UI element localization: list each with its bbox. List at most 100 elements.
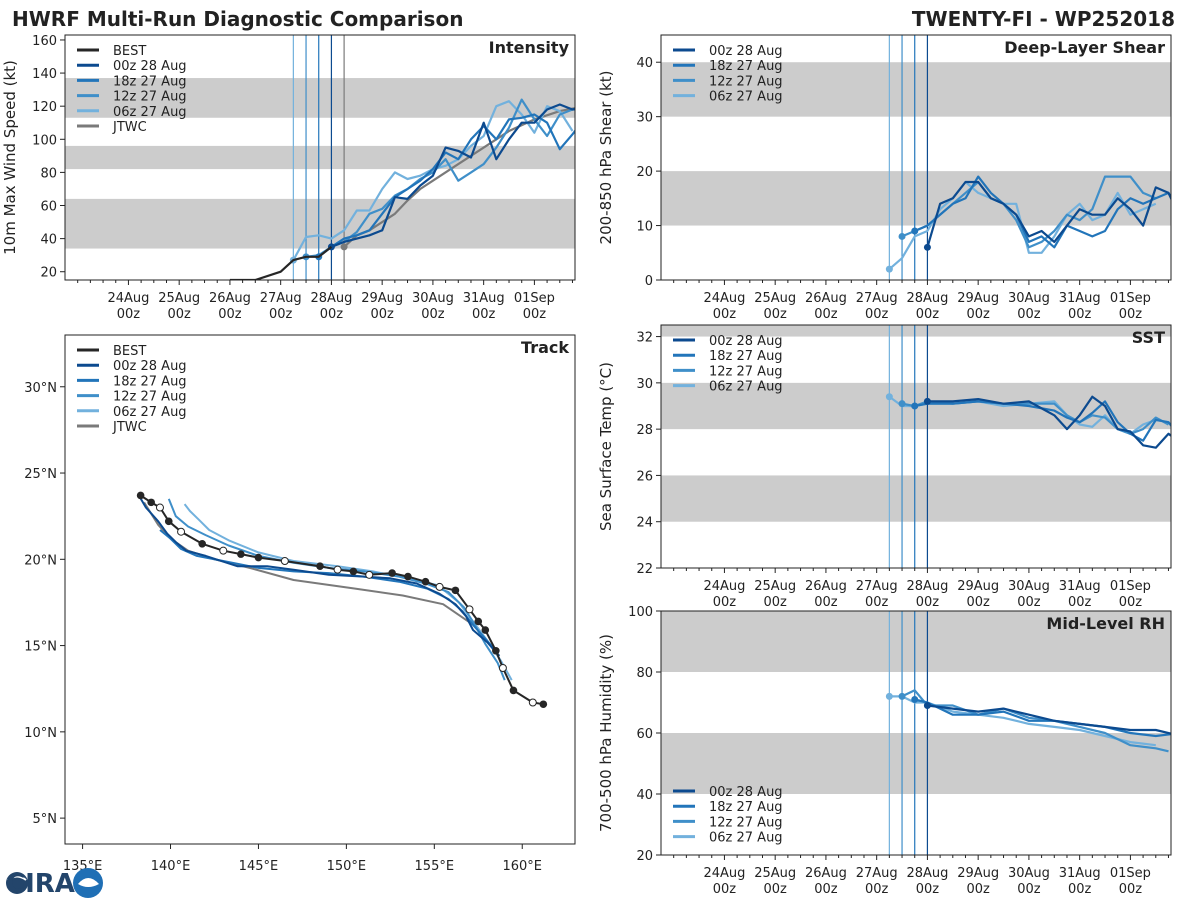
rh-band-1: [661, 611, 1171, 672]
sst-x-tick-hour: 00z: [763, 595, 787, 610]
intensity-x-tick-date: 28Aug: [310, 291, 352, 306]
rh-x-tick-date: 29Aug: [957, 866, 999, 881]
shear-x-tick-hour: 00z: [814, 307, 838, 322]
rh-x-tick-date: 25Aug: [754, 866, 796, 881]
track-best-fix-point-open: [465, 605, 474, 614]
track-best-fix-point: [136, 491, 145, 500]
shear-series-run00: [926, 180, 1171, 248]
track-best-fix-point: [539, 700, 548, 709]
rh-x-tick-date: 01Sep: [1110, 866, 1151, 881]
intensity-legend-label-run00: 00z 28 Aug: [113, 59, 187, 74]
intensity-legend-label-JTWC: JTWC: [112, 120, 147, 135]
shear-x-tick-hour: 00z: [1119, 307, 1143, 322]
intensity-panel: 24Aug00z25Aug00z26Aug00z27Aug00z28Aug00z…: [1, 34, 576, 322]
sst-legend-label-run00: 00z 28 Aug: [709, 334, 783, 349]
shear-x-tick-date: 30Aug: [1008, 291, 1050, 306]
track-plot-area: [136, 491, 548, 709]
rh-series-run18: [914, 698, 1171, 738]
track-panel-title: Track: [521, 338, 569, 357]
shear-y-tick-label: 20: [636, 165, 653, 180]
intensity-x-tick-date: 27Aug: [260, 291, 302, 306]
track-best-fix-point: [404, 572, 412, 581]
intensity-y-tick-label: 140: [32, 67, 57, 82]
shear-y-axis-label: 200-850 hPa Shear (kt): [597, 71, 615, 245]
sst-y-axis-label: Sea Surface Temp (°C): [597, 362, 615, 531]
intensity-legend-label-run06: 06z 27 Aug: [113, 105, 187, 120]
intensity-x-tick-date: 25Aug: [158, 291, 200, 306]
shear-x-tick-hour: 00z: [916, 307, 940, 322]
rh-band-0: [661, 733, 1171, 794]
sst-panel-title: SST: [1132, 328, 1165, 347]
intensity-band-2: [65, 78, 575, 118]
logo-text: CIRA: [6, 869, 75, 899]
sst-y-tick-label: 26: [636, 469, 653, 484]
track-best-fix-point-open: [498, 664, 507, 673]
intensity-x-tick-hour: 00z: [269, 307, 293, 322]
storm-id-title: TWENTY-FI - WP252018: [912, 7, 1175, 31]
sst-x-tick-hour: 00z: [865, 595, 889, 610]
intensity-x-tick-hour: 00z: [167, 307, 191, 322]
track-y-tick-label: 10°N: [24, 726, 57, 741]
track-best-fix-point: [421, 577, 430, 586]
shear-start-point-run06: [885, 265, 893, 273]
track-series-run00: [138, 494, 501, 657]
rh-x-tick-hour: 00z: [814, 882, 838, 897]
track-legend-label-run18: 18z 27 Aug: [113, 374, 187, 389]
shear-y-tick-label: 30: [636, 111, 653, 126]
intensity-frame: [64, 34, 576, 281]
sst-x-tick-hour: 00z: [916, 595, 940, 610]
track-best-fix-point-open: [155, 503, 164, 512]
intensity-x-tick-date: 24Aug: [107, 291, 149, 306]
sst-legend-label-run18: 18z 27 Aug: [709, 349, 783, 364]
sst-start-point-run12: [898, 400, 906, 408]
sst-x-tick-date: 26Aug: [805, 579, 847, 594]
track-best-fix-point: [316, 562, 324, 571]
rh-panel: 24Aug00z25Aug00z26Aug00z27Aug00z28Aug00z…: [597, 605, 1172, 897]
sst-series-run00: [927, 395, 1171, 449]
intensity-legend-label-run12: 12z 27 Aug: [113, 90, 187, 105]
track-best-fix-point: [164, 517, 173, 526]
shear-start-point-run18: [911, 227, 919, 235]
track-x-tick-label: 155°E: [415, 859, 455, 874]
track-best-fix-point: [509, 686, 518, 695]
intensity-y-tick-label: 120: [32, 100, 57, 115]
track-x-tick-label: 140°E: [151, 859, 191, 874]
intensity-y-tick-label: 20: [40, 266, 57, 281]
intensity-x-tick-date: 26Aug: [209, 291, 251, 306]
sst-x-tick-hour: 00z: [1068, 595, 1092, 610]
shear-plot-area: [661, 35, 1171, 280]
track-best-fix-point: [474, 617, 483, 626]
rh-x-tick-date: 31Aug: [1059, 866, 1101, 881]
track-x-tick-label: 160°E: [502, 859, 542, 874]
sst-x-tick-date: 30Aug: [1008, 579, 1050, 594]
track-best-fix-point: [198, 539, 206, 548]
rh-x-tick-hour: 00z: [763, 882, 787, 897]
sst-x-tick-date: 25Aug: [754, 579, 796, 594]
rh-x-tick-hour: 00z: [1017, 882, 1041, 897]
shear-panel: 24Aug00z25Aug00z26Aug00z27Aug00z28Aug00z…: [597, 34, 1172, 322]
shear-x-tick-hour: 00z: [865, 307, 889, 322]
shear-start-point-run00: [923, 243, 931, 251]
track-best-fix-point: [237, 550, 245, 558]
shear-x-tick-date: 27Aug: [856, 291, 898, 306]
track-legend-label-BEST: BEST: [113, 344, 146, 359]
sst-band-0: [661, 475, 1171, 522]
track-y-tick-label: 25°N: [24, 467, 57, 482]
rh-start-point-run12: [898, 692, 906, 700]
intensity-x-tick-hour: 00z: [472, 307, 496, 322]
track-best-fix-point-open: [177, 527, 186, 536]
track-legend-label-run06: 06z 27 Aug: [113, 405, 187, 420]
sst-start-point-run06: [885, 393, 893, 401]
intensity-x-tick-hour: 00z: [218, 307, 242, 322]
sst-panel: 24Aug00z25Aug00z26Aug00z27Aug00z28Aug00z…: [597, 324, 1172, 610]
sst-y-tick-label: 22: [636, 562, 653, 577]
track-best-fix-point-open: [365, 570, 374, 579]
track-best-fix-point-open: [435, 582, 444, 591]
track-best-fix-point: [492, 646, 500, 655]
intensity-plot-area: [65, 35, 575, 280]
intensity-y-tick-label: 160: [32, 34, 57, 49]
shear-x-tick-date: 01Sep: [1110, 291, 1151, 306]
rh-y-tick-label: 60: [636, 727, 653, 742]
sst-y-tick-label: 30: [636, 377, 653, 392]
track-best-fix-point: [349, 567, 358, 576]
